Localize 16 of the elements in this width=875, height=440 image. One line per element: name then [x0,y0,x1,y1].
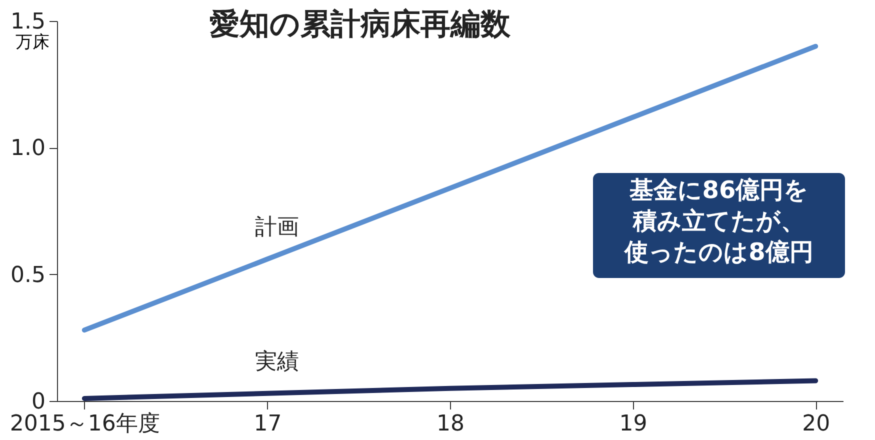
x-tick-label: 19 [619,412,648,436]
x-tick-label: 20 [802,412,830,436]
y-axis-title: 万床 [16,32,50,52]
x-tick-label: 17 [254,412,282,436]
x-tick-label: 18 [436,412,464,436]
series-label: 計画 [255,215,300,240]
annotation: 積み立てたが、 [632,207,805,235]
annotation: 基金に86億円を [628,176,809,204]
chart-title: 愛知の累計病床再編数 [209,7,512,42]
y-tick-label: 0.5 [10,262,46,288]
annotation: 使ったのは8億円 [624,238,814,266]
y-tick-label: 1.5 [10,10,46,34]
x-tick-label: 2015～16年度 [10,412,160,436]
series-label: 実績 [255,349,300,374]
y-tick-label: 1.0 [10,136,46,162]
y-tick-label: 0 [32,390,46,414]
